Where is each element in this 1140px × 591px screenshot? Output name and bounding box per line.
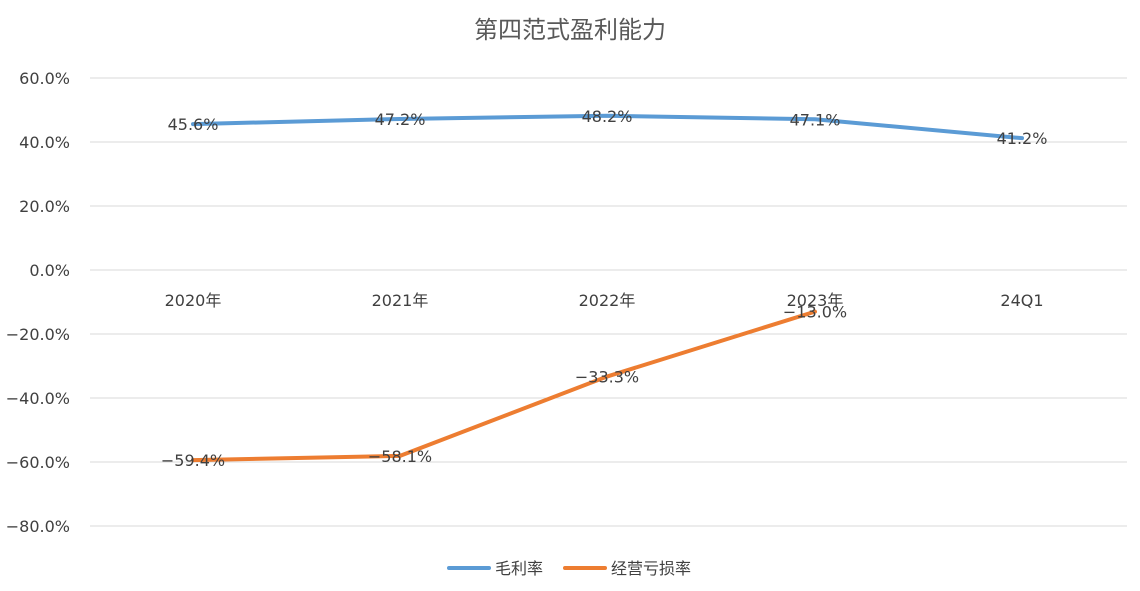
y-tick-label: 60.0% <box>19 69 70 88</box>
series-line-0 <box>191 113 1024 141</box>
y-tick-label: −60.0% <box>6 453 70 472</box>
data-label: 48.2% <box>582 107 633 126</box>
x-category-label: 2021年 <box>372 291 429 310</box>
y-tick-label: 20.0% <box>19 197 70 216</box>
series-line-1 <box>191 309 817 463</box>
data-label: 47.1% <box>790 110 841 129</box>
legend-label: 经营亏损率 <box>611 559 691 578</box>
data-label: −58.1% <box>368 447 432 466</box>
data-label: 47.2% <box>375 110 426 129</box>
legend-item-1: 经营亏损率 <box>563 559 691 578</box>
y-tick-label: −80.0% <box>6 517 70 536</box>
x-category-label: 2020年 <box>165 291 222 310</box>
legend-label: 毛利率 <box>495 559 543 578</box>
data-label: −33.3% <box>575 368 639 387</box>
y-tick-label: −40.0% <box>6 389 70 408</box>
y-tick-label: −20.0% <box>6 325 70 344</box>
x-category-label: 2022年 <box>579 291 636 310</box>
y-axis-tick-labels: 60.0% 40.0% 20.0% 0.0% −20.0% −40.0% −60.0% −80… <box>6 69 70 536</box>
grid-layer <box>90 77 1127 527</box>
data-label: −59.4% <box>161 451 225 470</box>
series-layer <box>191 113 1024 463</box>
data-label: 41.2% <box>997 129 1048 148</box>
y-tick-label: 40.0% <box>19 133 70 152</box>
data-label: −13.0% <box>783 303 847 322</box>
legend: 毛利率 经营亏损率 <box>447 559 691 578</box>
x-axis-category-labels: 2020年 2021年 2022年 2023年 24Q1 <box>165 291 1044 310</box>
x-category-label: 24Q1 <box>1000 291 1043 310</box>
x-category-label: 2023年 <box>787 291 844 310</box>
chart-title: 第四范式盈利能力 <box>474 16 666 44</box>
data-label: 45.6% <box>168 115 219 134</box>
legend-item-0: 毛利率 <box>447 559 543 578</box>
data-label-layer: 45.6% 47.2% 48.2% 47.1% 41.2% −59.4% −58.1% −33… <box>161 107 1048 470</box>
y-tick-label: 0.0% <box>29 261 70 280</box>
